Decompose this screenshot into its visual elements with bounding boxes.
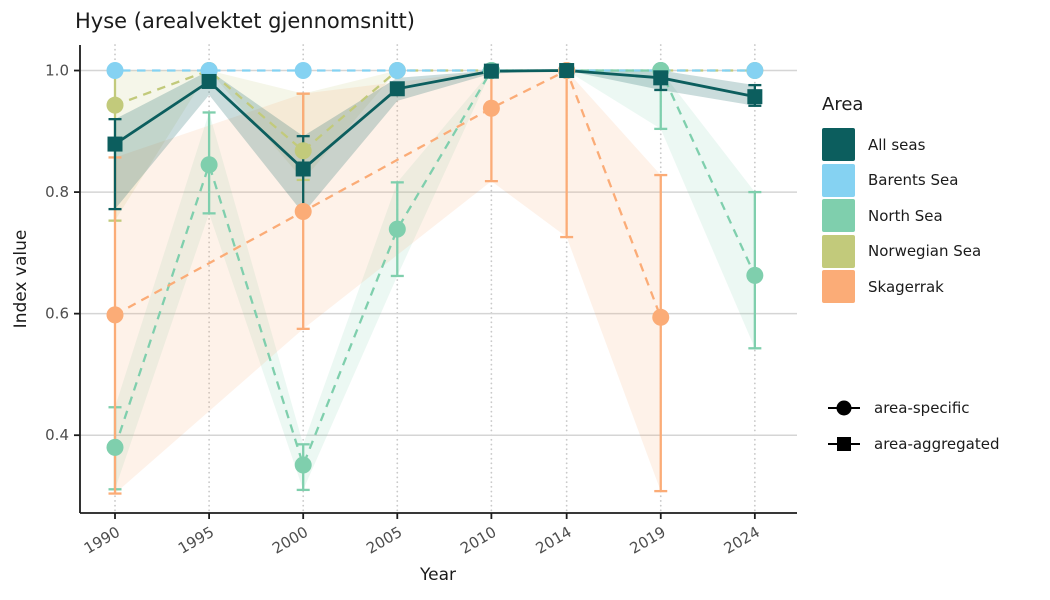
marker-Skagerrak-2019 [652,308,670,326]
square-marker-icon [828,437,860,451]
ribbon-North Sea [115,70,755,490]
marker-Barents Sea-1990 [106,62,124,80]
legend-label: Skagerrak [868,277,944,296]
legend-label: Norwegian Sea [868,242,982,260]
ribbon-Skagerrak [115,70,661,494]
legend-swatch-barents-sea [822,163,855,197]
y-tick-label: 0.6 [45,305,69,323]
legend-item-area-specific: area-specific [826,390,1000,426]
legend-label: Barents Sea [868,171,959,189]
marker-North Sea-1990 [106,438,124,456]
ribbon-Norwegian Sea [115,70,755,221]
marker-North Sea-2000 [294,456,312,474]
shape-legend-area: area-specific area-aggregated [826,390,1000,462]
legend-item-norwegian-sea: Norwegian Sea [822,234,982,268]
marker-All seas-2014 [559,63,575,79]
legend-label: All seas [868,135,926,154]
legend-item-skagerrak: Skagerrak [822,270,981,303]
marker-All seas-1995 [201,73,217,89]
y-axis-title: Index value [11,229,31,329]
legend-swatch-north-sea [822,199,855,232]
marker-All seas-2024 [747,89,763,105]
legend-swatch-norwegian-sea [822,234,855,268]
y-tick-label: 0.8 [45,183,69,201]
x-tick-label: 2024 [721,523,763,558]
marker-North Sea-1995 [200,156,218,174]
marker-All seas-1990 [107,136,123,152]
marker-Skagerrak-1990 [106,306,124,324]
legend-area: Area All seas Barents Sea North Sea Norw… [822,94,981,306]
legend-title: Area [822,94,864,115]
legend-swatch-skagerrak [822,270,855,303]
legend-item-area-aggregated: area-aggregated [826,426,1000,462]
legend-item-all-seas: All seas [822,128,981,161]
marker-All seas-2005 [389,81,405,97]
marker-Skagerrak-2010 [482,99,500,117]
marker-All seas-2000 [295,161,311,177]
line-All seas [114,69,756,171]
y-tick-label: 0.4 [45,426,69,444]
marker-Norwegian Sea-2000 [294,142,312,160]
marker-Barents Sea-2005 [388,62,406,80]
marker-North Sea-2005 [388,220,406,238]
x-tick-label: 2019 [627,523,669,558]
marker-Skagerrak-2000 [294,203,312,221]
x-tick-label: 2014 [533,523,575,558]
marker-All seas-2010 [483,63,499,79]
line-North Sea [113,69,756,469]
y-tick-label: 1.0 [45,62,69,80]
circle-marker-icon [828,400,860,416]
x-tick-label: 1995 [175,523,217,558]
x-axis-title: Year [420,565,456,585]
marker-North Sea-2024 [746,266,764,284]
chart-title: Hyse (arealvektet gjennomsnitt) [75,9,415,33]
marker-Norwegian Sea-1990 [106,96,124,114]
legend-swatch-all-seas [822,128,855,161]
shape-legend-label: area-aggregated [874,435,1000,453]
marker-All seas-2019 [653,70,669,86]
legend-label: North Sea [868,206,943,225]
shape-legend-label: area-specific [874,399,970,417]
marker-Barents Sea-2000 [294,62,312,80]
x-tick-label: 2005 [363,523,405,558]
line-Skagerrak [114,68,662,318]
x-tick-label: 2010 [457,523,499,558]
x-tick-label: 1990 [81,523,123,558]
ribbon-All seas [115,70,755,214]
marker-Barents Sea-2024 [746,62,764,80]
legend-item-barents-sea: Barents Sea [822,163,981,197]
legend-item-north-sea: North Sea [822,199,981,232]
x-tick-label: 2000 [269,523,311,558]
